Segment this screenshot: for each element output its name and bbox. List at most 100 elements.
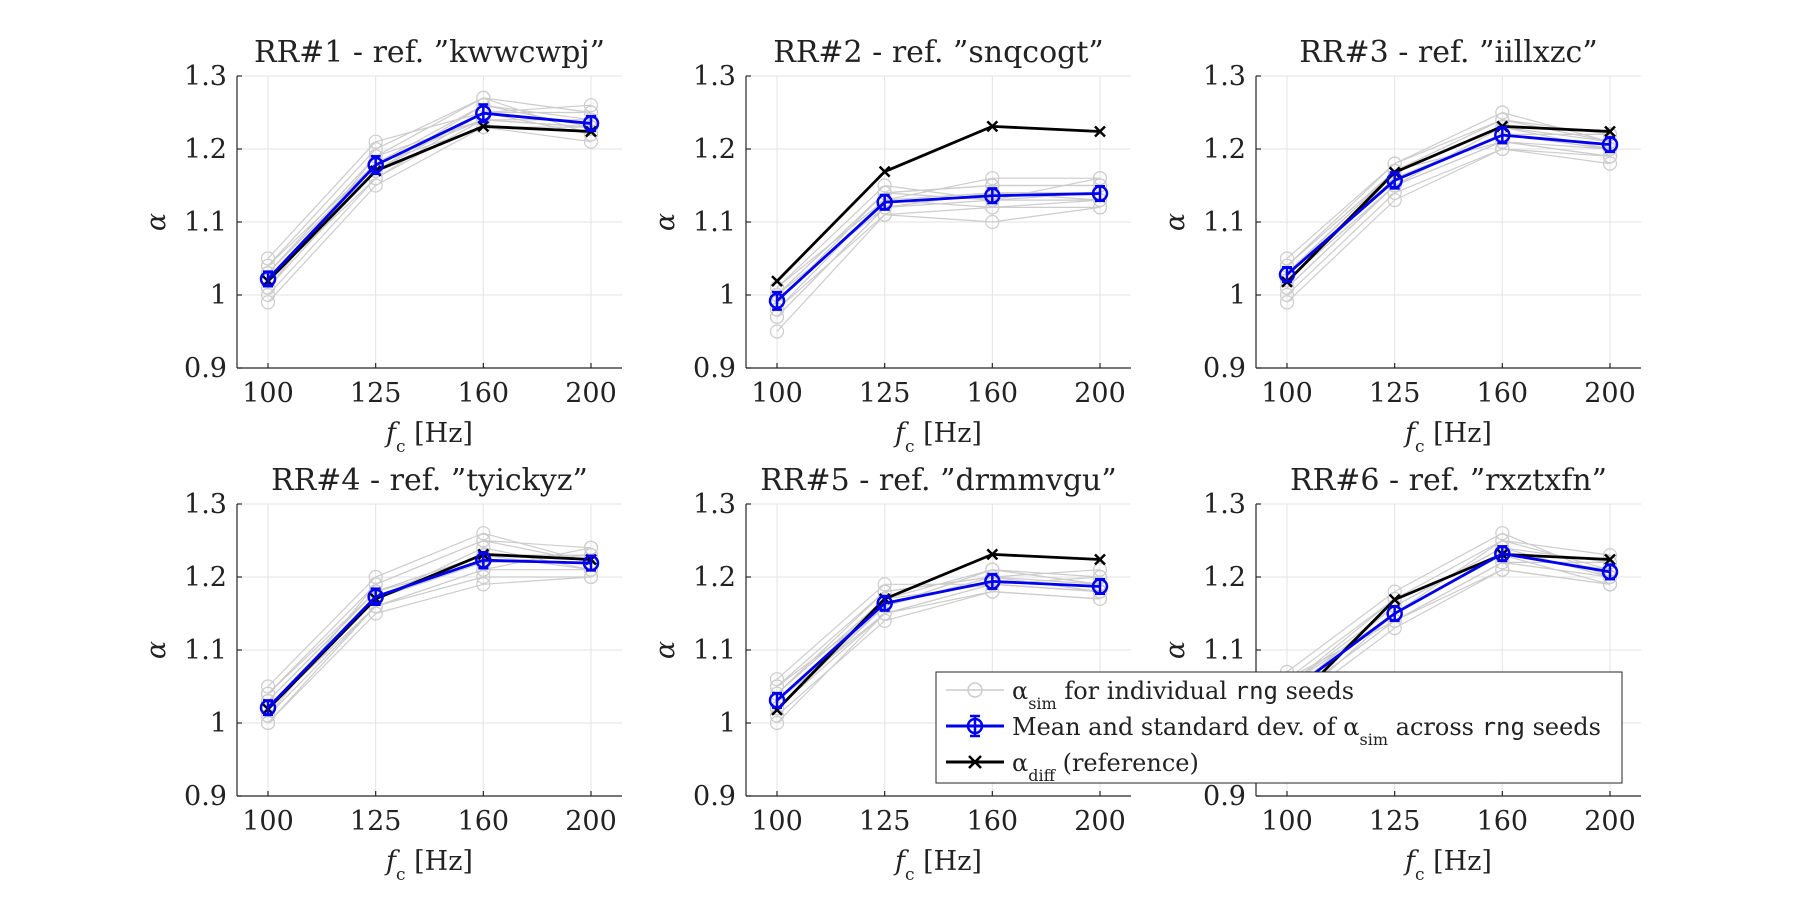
panel-1-ylabel: α (141, 213, 172, 231)
panel-2-xtick-label: 125 (859, 378, 911, 409)
panel-2-reference-line (776, 124, 1101, 283)
panel-2-mean-point (768, 292, 786, 310)
legend-mean-text-post: seeds (1525, 713, 1601, 741)
panel-5-seed-line (776, 569, 1101, 687)
legend-reference-text: (reference) (1055, 749, 1199, 777)
panel-5-seed-point (877, 577, 892, 592)
panel-5-mean-point (984, 573, 1001, 590)
panel-2-seed-line (776, 192, 1101, 296)
panel-6-xtick-label: 100 (1261, 806, 1313, 837)
panel-1-seed-point (260, 295, 276, 310)
panel-3-mean-point (1494, 126, 1511, 144)
panel-1-xtick-label: 100 (242, 378, 294, 409)
panel-1-ytick-label: 0.9 (184, 353, 227, 384)
panel-1-seed-point (368, 134, 383, 149)
panel-2-seed-point (1092, 171, 1108, 186)
panel-2-seed-line (776, 199, 1100, 311)
panel-5-xtick-label: 160 (967, 806, 1019, 837)
panel-5-reference-point (1094, 553, 1106, 566)
panel-3-mean-point (1601, 136, 1619, 153)
panel-4-seed-point (476, 526, 491, 541)
panel-3-mean-point (1278, 266, 1296, 283)
legend-seeds-text-post: seeds (1278, 677, 1354, 705)
panel-5-seed-line (776, 583, 1101, 702)
panel-3-xlabel-unit: [Hz] (1425, 418, 1492, 449)
panel-3-title: RR#3 - ref. ”iillxzc” (1299, 35, 1597, 70)
panel-4-title: RR#4 - ref. ”tyickyz” (271, 463, 588, 498)
panel-5-ylabel: α (650, 641, 681, 659)
panel-4-seed-point (260, 715, 276, 731)
panel-1-mean-point (475, 104, 492, 122)
panel-1-seed-line (267, 119, 591, 274)
panel-3-xlabel: fc [Hz] (1403, 418, 1492, 457)
panel-5-xtick-label: 100 (751, 806, 803, 837)
panel-6-seed-point (1602, 547, 1618, 563)
panel-6-ytick-label: 1.2 (1203, 562, 1246, 593)
panel-3-xlabel-var: f (1403, 418, 1419, 449)
panel-3-mean-line (1286, 133, 1611, 276)
legend-seeds-label: αsim for individual rng seeds (1012, 677, 1354, 713)
panel-2-ytick-label: 0.9 (693, 353, 736, 384)
panel-6-seed-point (1495, 526, 1510, 541)
panel-1-xtick-label: 160 (458, 378, 510, 409)
panel-3-seed-line (1286, 126, 1611, 289)
panel-1-ytick-label: 1.3 (184, 61, 227, 92)
panel-3-seed-point (1602, 156, 1618, 171)
panel-6-xtick-label: 160 (1477, 806, 1529, 837)
panel-4: 0.9 1 1.1 1.2 1.3 100 125 160 200 RR#4 - ref. ”ty… (141, 463, 622, 885)
legend-mean-text-pre: Mean and standard dev. of (1012, 713, 1343, 741)
panel-6-seed-point (1495, 562, 1510, 577)
panel-5-ytick-label: 1 (719, 708, 736, 739)
panel-2-reference-point (878, 165, 891, 178)
panel-4-xlabel-sub: c (396, 865, 406, 885)
panel-4-ytick-label: 1.3 (184, 489, 227, 520)
panel-2-seed-point (877, 178, 892, 193)
panel-1-seed-line (267, 104, 592, 281)
panel-2-seed-point (985, 171, 1000, 186)
legend-mean-text-mid: across (1388, 713, 1482, 741)
panel-2-ytick-label: 1.2 (693, 134, 736, 165)
legend-mean-label: Mean and standard dev. of αsim across rn… (1012, 713, 1601, 749)
panel-1-seed-line (267, 126, 591, 267)
panel-4-xlabel-unit: [Hz] (406, 846, 473, 877)
legend-mean-marker (966, 717, 984, 735)
panel-2-mean-line (776, 192, 1101, 302)
panel-2-ylabel: α (650, 213, 681, 231)
legend-seeds-symbol: α (1012, 677, 1028, 705)
panel-2-ytick-label: 1.1 (693, 207, 736, 238)
legend-reference-subscript: diff (1028, 766, 1056, 785)
panel-5-xtick-label: 200 (1074, 806, 1126, 837)
panel-3-xtick-label: 125 (1369, 378, 1421, 409)
panel-2-reference-point (986, 120, 999, 133)
panel-1-seed-line (267, 97, 592, 289)
panel-2-seed-line (776, 206, 1101, 332)
panel-3-ytick-label: 1 (1229, 280, 1246, 311)
panel-1-ytick-label: 1.2 (184, 134, 227, 165)
panel-5-ytick-label: 1.2 (693, 562, 736, 593)
panel-4-mean-point (582, 554, 600, 572)
panel-5-mean-point (1091, 578, 1109, 595)
panel-4-seed-point (583, 540, 599, 555)
legend-entry-seeds: αsim for individual rng seeds (946, 677, 1354, 713)
panel-6-xlabel-sub: c (1415, 865, 1425, 885)
panel-2-seed-point (769, 324, 785, 339)
panel-1: 0.9 1 1.1 1.2 1.3 100 125 160 200 RR#1 - ref. ”kw… (141, 35, 622, 457)
panel-1-xlabel: fc [Hz] (384, 418, 473, 457)
panel-1-xlabel-sub: c (396, 437, 406, 457)
panel-4-mean-point (475, 551, 492, 569)
panel-6-mean-point (1386, 605, 1403, 622)
panel-2-mean-point (1091, 185, 1109, 202)
panel-1-ytick-label: 1.1 (184, 207, 227, 238)
legend-entry-reference: αdiff (reference) (946, 749, 1199, 785)
panel-4-xtick-label: 125 (350, 806, 402, 837)
panel-3-seed-point (1387, 193, 1402, 208)
panel-4-seed-point (476, 569, 491, 585)
panel-1-seed-line (267, 119, 592, 296)
panel-4-seed-line (267, 561, 591, 709)
panel-1-seed-line (267, 97, 592, 267)
panel-1-xtick-label: 200 (565, 378, 617, 409)
panel-3-seed-point (1387, 156, 1402, 171)
panel-3-xtick-label: 200 (1584, 378, 1636, 409)
panel-2-reference-point (1094, 125, 1106, 138)
